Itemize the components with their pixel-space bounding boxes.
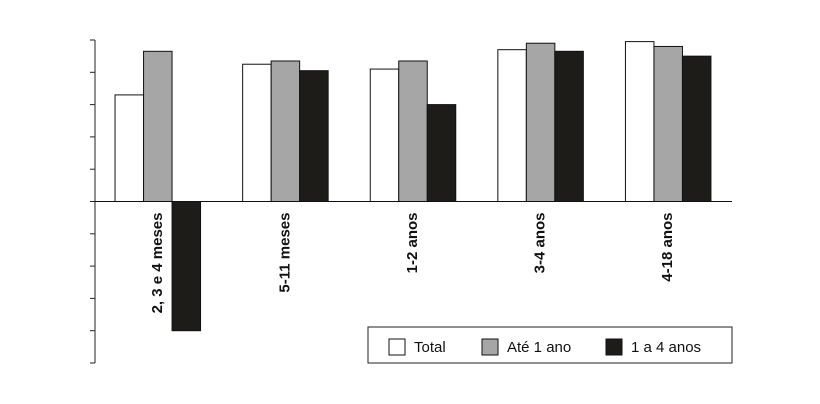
bar <box>114 94 145 202</box>
legend-label: 1 a 4 anos <box>631 339 701 356</box>
x-tick-label: 5-11 meses <box>276 213 293 293</box>
bar <box>299 70 329 202</box>
bar <box>242 63 272 202</box>
bar <box>653 45 683 202</box>
legend-box <box>367 326 733 364</box>
x-tick-label: 1-2 anos <box>404 213 421 274</box>
bar <box>624 41 655 202</box>
legend-label: Total <box>414 339 446 356</box>
legend-label: Até 1 ano <box>507 339 571 356</box>
bar <box>497 49 527 202</box>
bar <box>369 68 400 202</box>
x-tick-label: 3-4 anos <box>532 213 549 274</box>
bar <box>554 50 584 203</box>
legend-swatch <box>481 338 499 356</box>
bar <box>143 50 173 203</box>
x-tick-label: 4-18 anos <box>659 213 676 282</box>
bar <box>270 60 301 203</box>
bar <box>681 55 712 203</box>
x-tick-label: 2, 3 e 4 meses <box>149 213 166 314</box>
bar <box>525 42 556 203</box>
bar <box>398 60 428 203</box>
bar <box>426 104 457 202</box>
bar <box>171 201 202 332</box>
legend-swatch <box>388 338 406 356</box>
legend-swatch <box>605 338 623 356</box>
